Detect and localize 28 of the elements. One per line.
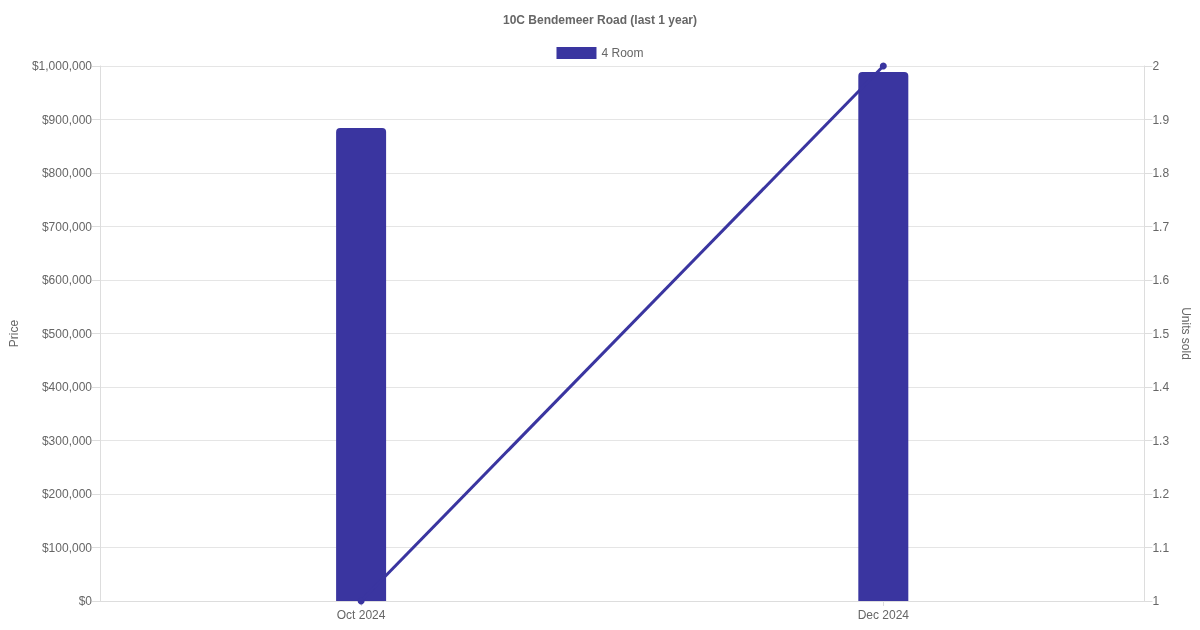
y2-tick-label: 1.7 — [1152, 219, 1170, 234]
y2-tick-label: 1.4 — [1152, 380, 1170, 394]
y2-tick-label: 1.8 — [1152, 166, 1170, 180]
y-tick-label: $200,000 — [41, 487, 93, 501]
y2-tick-label: 1.3 — [1152, 433, 1170, 448]
y-tick-label: $600,000 — [41, 273, 93, 287]
y2-tick-label: 1.2 — [1152, 487, 1170, 501]
y-tick-label: $1,000,000 — [31, 59, 93, 73]
y-tick-label: $300,000 — [41, 433, 93, 448]
y2-axis-title: Units sold — [1179, 307, 1193, 360]
y-tick-label: $400,000 — [41, 380, 93, 394]
y-tick-label: $100,000 — [41, 540, 93, 555]
chart-title: 10C Bendemeer Road (last 1 year) — [502, 13, 698, 27]
x-tick-label: Oct 2024 — [336, 608, 386, 622]
y2-tick-label: 1.9 — [1152, 112, 1170, 127]
y-tick-label: $700,000 — [41, 219, 93, 234]
y-tick-label: $900,000 — [41, 112, 93, 127]
y2-tick-label: 1 — [1152, 594, 1160, 608]
y-tick-label: $500,000 — [41, 326, 93, 341]
y-axis-title: Price — [7, 319, 21, 348]
legend-label: 4 Room — [601, 46, 644, 60]
y-tick-label: $800,000 — [41, 166, 93, 180]
y2-tick-label: 1.1 — [1152, 540, 1170, 555]
y2-tick-label: 2 — [1152, 59, 1160, 73]
y-tick-label: $0 — [78, 594, 93, 608]
y2-tick-label: 1.6 — [1152, 273, 1170, 287]
x-tick-label: Dec 2024 — [857, 608, 910, 622]
y2-tick-label: 1.5 — [1152, 326, 1170, 341]
